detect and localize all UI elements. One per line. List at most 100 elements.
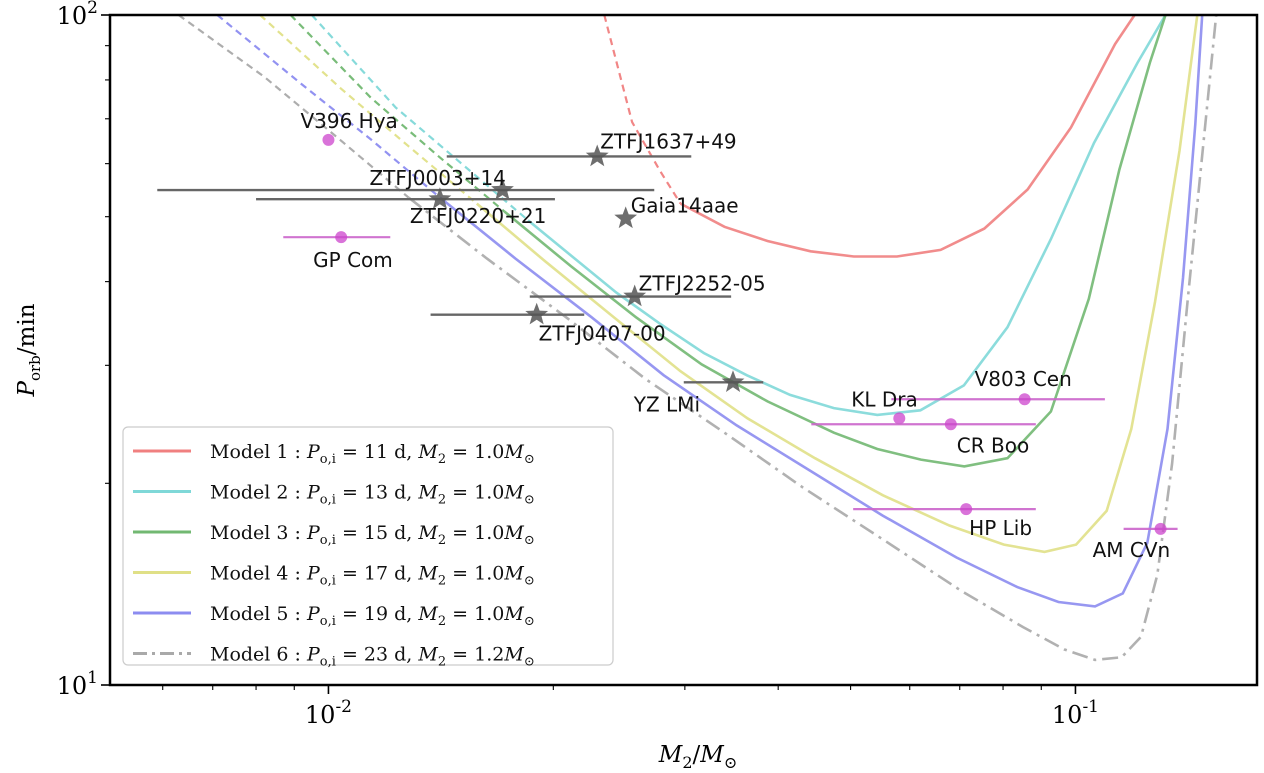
legend-porb-subscript: o,i	[320, 655, 336, 670]
legend-porb-subscript: o,i	[320, 614, 336, 629]
legend-porb-subscript: o,i	[320, 533, 336, 548]
model-3-line	[503, 15, 1167, 468]
legend-porb-symbol: P	[306, 603, 321, 625]
kl-dra-label: KL Dra	[851, 387, 918, 411]
legend-m2-subscript: 2	[438, 493, 446, 508]
ztfj0407-00-star-marker	[525, 302, 549, 325]
legend-m2-symbol: M	[417, 522, 438, 544]
model-5-line	[439, 15, 1204, 608]
gp-com-point	[335, 231, 348, 244]
legend-m2-value: = 1.0	[446, 522, 504, 544]
y-tick-label-exponent: 1	[87, 668, 98, 688]
legend-m2-subscript: 2	[438, 533, 446, 548]
x-tick-label: 10-1	[1052, 697, 1099, 729]
legend-box	[122, 426, 614, 666]
legend-porb-value: = 11 d,	[336, 441, 418, 463]
legend-msun-subscript: ⊙	[524, 655, 535, 670]
legend-msun-symbol: M	[503, 441, 524, 463]
legend-m2-value: = 1.2	[446, 644, 504, 666]
model-2-dashed-line	[310, 15, 529, 222]
model-1-line	[679, 15, 1136, 258]
x-axis-label: M2/M⊙	[658, 742, 737, 772]
legend-m2-symbol: M	[417, 482, 438, 504]
legend-model-name: Model 3 :	[210, 522, 307, 544]
model-5-dashed-line	[216, 15, 441, 199]
legend-m2-symbol: M	[417, 441, 438, 463]
gaia14aae-star-marker	[614, 206, 638, 229]
legend-msun-subscript: ⊙	[524, 452, 535, 467]
legend-m2-subscript: 2	[438, 655, 446, 670]
legend-msun-symbol: M	[503, 482, 524, 504]
y-tick-label: 102	[57, 0, 98, 30]
legend-model-name: Model 2 :	[210, 482, 307, 504]
ztfj1637-49-label: ZTFJ1637+49	[600, 129, 736, 153]
legend-msun-symbol: M	[503, 603, 524, 625]
ztfj2252-05-star-marker	[623, 284, 647, 307]
legend-porb-value: = 23 d,	[336, 644, 418, 666]
x-tick-label: 10-2	[305, 697, 352, 729]
legend-msun-subscript: ⊙	[524, 533, 535, 548]
gaia14aae-label: Gaia14aae	[631, 193, 739, 217]
x-tick-label-exponent: -1	[1082, 697, 1099, 717]
legend-m2-symbol: M	[417, 644, 438, 666]
v803-cen-label: V803 Cen	[975, 367, 1072, 391]
cr-boo-label: CR Boo	[957, 433, 1029, 457]
legend-porb-subscript: o,i	[320, 574, 336, 589]
y-tick-label-exponent: 2	[87, 0, 98, 18]
x-tick-label-base: 10	[305, 701, 336, 729]
legend-m2-subscript: 2	[438, 574, 446, 589]
yz-lmi-star-marker	[721, 370, 745, 392]
ztfj0407-00-label: ZTFJ0407-00	[539, 322, 666, 346]
ztfj1637-49-star-marker	[585, 144, 609, 167]
ztfj2252-05-label: ZTFJ2252-05	[639, 272, 766, 296]
legend-porb-subscript: o,i	[320, 493, 336, 508]
legend-model-name: Model 6 :	[210, 644, 307, 666]
kl-dra-point	[893, 412, 906, 425]
legend-m2-value: = 1.0	[446, 563, 504, 585]
am-cvn-point	[1154, 522, 1167, 535]
legend-porb-symbol: P	[306, 522, 321, 544]
x-tick-label-exponent: -2	[335, 697, 352, 717]
hp-lib-point	[960, 503, 973, 516]
ztfj0003-14-label: ZTFJ0003+14	[369, 166, 505, 190]
legend-msun-subscript: ⊙	[524, 614, 535, 629]
model-6-line	[407, 15, 1218, 662]
legend-model-name: Model 5 :	[210, 603, 307, 625]
legend-msun-symbol: M	[503, 644, 524, 666]
source-markers	[157, 133, 1178, 535]
y-tick-label-base: 10	[57, 672, 88, 700]
v396-hya-label: V396 Hya	[300, 109, 397, 133]
legend-label-5: Model 5 : Po,i = 19 d, M2 = 1.0M⊙	[210, 603, 535, 629]
y-axis-label: Porb/min	[14, 303, 44, 397]
v803-cen-point	[1018, 393, 1031, 406]
y-tick-label: 101	[57, 668, 98, 700]
model-1-dashed-line	[603, 15, 682, 205]
model-curves	[177, 15, 1218, 662]
legend-m2-value: = 1.0	[446, 482, 504, 504]
gp-com-label: GP Com	[313, 248, 393, 272]
legend-msun-symbol: M	[503, 522, 524, 544]
legend-porb-symbol: P	[306, 644, 321, 666]
yz-lmi-label: YZ LMi	[633, 392, 700, 416]
legend-porb-symbol: P	[306, 441, 321, 463]
legend-porb-value: = 15 d,	[336, 522, 418, 544]
legend-porb-value: = 17 d,	[336, 563, 418, 585]
model-6-dashed-line	[177, 15, 410, 199]
cr-boo-point	[944, 418, 957, 431]
model-2-line	[527, 15, 1167, 417]
legend-m2-symbol: M	[417, 563, 438, 585]
legend-label-1: Model 1 : Po,i = 11 d, M2 = 1.0M⊙	[210, 441, 535, 467]
model-4-line	[475, 15, 1199, 554]
legend-m2-value: = 1.0	[446, 441, 504, 463]
legend-porb-symbol: P	[306, 482, 321, 504]
hp-lib-label: HP Lib	[969, 516, 1032, 540]
ztfj0003-14-star-marker	[491, 178, 514, 200]
legend-m2-subscript: 2	[438, 452, 446, 467]
legend-porb-value: = 19 d,	[336, 603, 418, 625]
model-4-dashed-line	[259, 15, 478, 205]
legend-model-name: Model 1 :	[210, 441, 307, 463]
legend-label-3: Model 3 : Po,i = 15 d, M2 = 1.0M⊙	[210, 522, 535, 548]
legend-label-6: Model 6 : Po,i = 23 d, M2 = 1.2M⊙	[210, 644, 535, 670]
